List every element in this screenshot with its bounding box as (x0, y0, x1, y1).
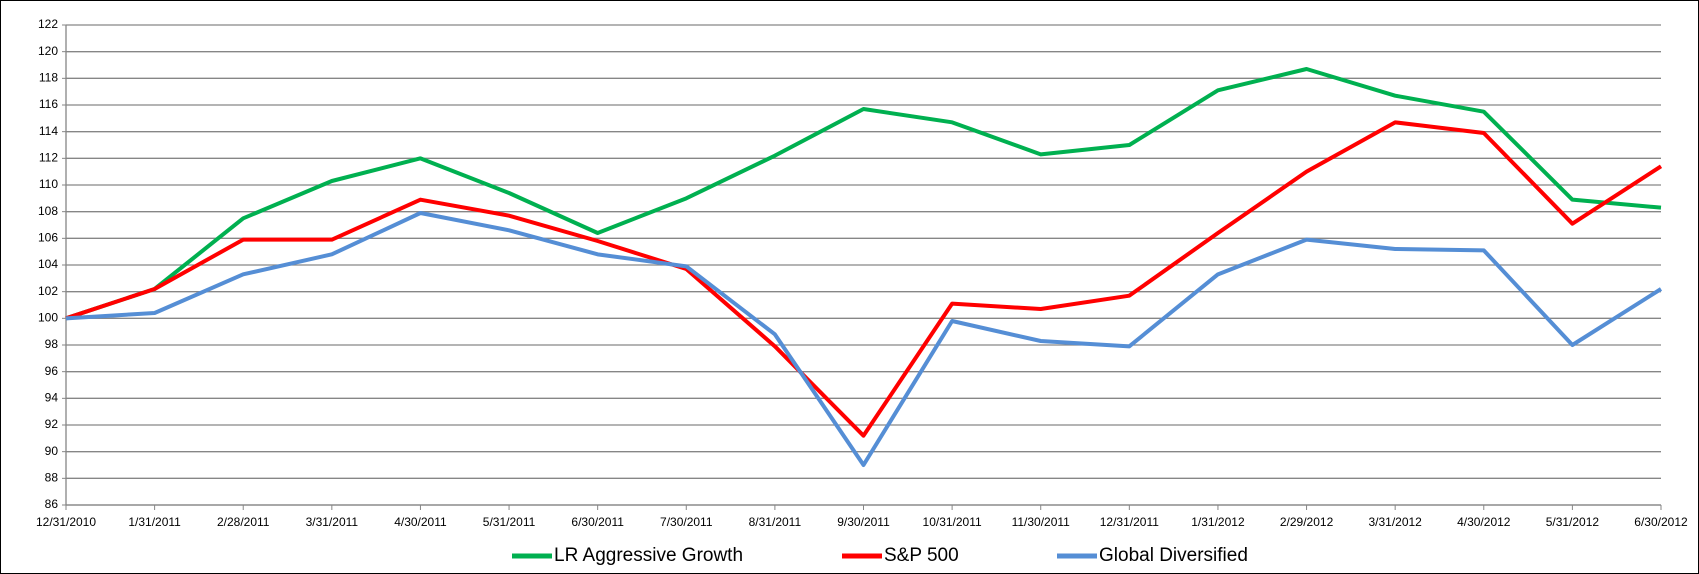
y-tick-label: 110 (39, 177, 58, 191)
legend-label: LR Aggressive Growth (554, 545, 743, 566)
y-tick-label: 86 (45, 497, 59, 511)
x-tick-label: 6/30/2012 (1634, 515, 1688, 529)
x-tick-label: 1/31/2011 (128, 515, 181, 529)
x-tick-label: 2/28/2011 (217, 515, 270, 529)
x-tick-label: 3/31/2011 (306, 515, 359, 529)
y-tick-label: 108 (38, 204, 58, 218)
y-tick-label: 114 (39, 124, 58, 138)
y-tick-label: 88 (45, 471, 59, 485)
series-line (65, 67, 1662, 321)
y-tick-label: 96 (45, 364, 59, 378)
x-tick-label: 4/30/2011 (394, 515, 447, 529)
y-tick-label: 98 (45, 337, 59, 351)
legend-label: S&P 500 (884, 545, 959, 566)
y-tick-label: 104 (38, 257, 58, 271)
x-tick-label: 2/29/2012 (1280, 515, 1334, 529)
y-tick-label: 112 (39, 151, 58, 165)
x-tick-label: 10/31/2011 (923, 515, 982, 529)
y-tick-label: 100 (38, 311, 58, 325)
x-tick-label: 4/30/2012 (1457, 515, 1511, 529)
y-tick-label: 106 (38, 231, 58, 245)
x-tick-label: 8/31/2011 (749, 515, 802, 529)
x-tick-label: 7/30/2011 (660, 515, 713, 529)
x-tick-label: 12/31/2010 (36, 515, 96, 529)
y-tick-label: 122 (38, 17, 58, 31)
x-tick-label: 11/30/2011 (1012, 515, 1071, 529)
y-tick-label: 116 (39, 97, 58, 111)
y-tick-label: 90 (45, 444, 59, 458)
x-tick-label: 3/31/2012 (1368, 515, 1422, 529)
x-tick-label: 12/31/2011 (1100, 515, 1159, 529)
series-line (65, 120, 1663, 438)
y-tick-label: 118 (39, 71, 58, 85)
y-tick-label: 102 (38, 284, 58, 298)
x-tick-label: 5/31/2012 (1546, 515, 1600, 529)
x-tick-label: 6/30/2011 (571, 515, 624, 529)
x-tick-label: 1/31/2012 (1191, 515, 1245, 529)
x-tick-label: 9/30/2011 (837, 515, 890, 529)
y-tick-label: 92 (45, 417, 59, 431)
series-line (65, 211, 1663, 467)
x-tick-label: 5/31/2011 (483, 515, 536, 529)
y-tick-label: 94 (45, 391, 59, 405)
legend-label: Global Diversified (1099, 545, 1248, 566)
y-tick-label: 120 (38, 44, 58, 58)
